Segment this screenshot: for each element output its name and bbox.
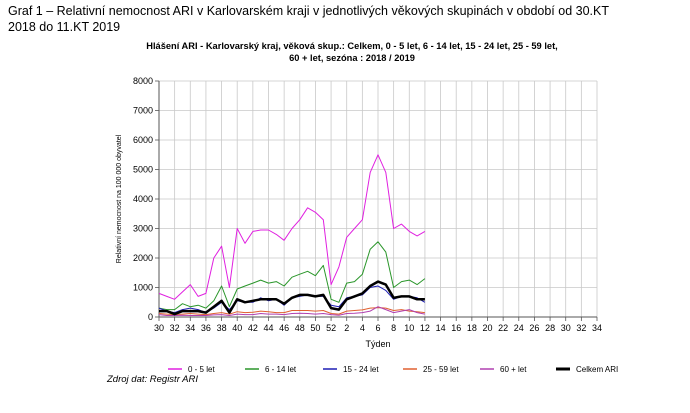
x-tick-label: 18: [467, 323, 477, 333]
chart-title-line-2: 60 + let, sezóna : 2018 / 2019: [289, 53, 415, 63]
x-tick-label: 36: [201, 323, 211, 333]
y-tick-label: 1000: [133, 283, 153, 293]
x-tick-label: 48: [295, 323, 305, 333]
y-tick-label: 6000: [133, 135, 153, 145]
x-tick-label: 22: [498, 323, 508, 333]
y-tick-label: 7000: [133, 106, 153, 116]
caption-line-1: Graf 1 – Relativní nemocnost ARI v Karlo…: [8, 4, 609, 18]
legend-label: 6 - 14 let: [265, 365, 297, 374]
y-tick-label: 8000: [133, 76, 153, 86]
caption-line-2: 2018 do 11.KT 2019: [8, 20, 121, 34]
x-tick-label: 12: [420, 323, 430, 333]
axes: 0 1000 2000 3000 4000 5000 6000 7000 8000 30 32 34 3…: [116, 76, 602, 349]
x-tick-label: 10: [404, 323, 414, 333]
legend-label: 15 - 24 let: [343, 365, 379, 374]
grid-lines: [158, 80, 598, 318]
legend-label: 25 - 59 let: [423, 365, 459, 374]
x-tick-label: 16: [451, 323, 461, 333]
y-axis-label: Relativní nemocnost na 100 000 obyvatel: [116, 134, 123, 263]
x-tick-label: 32: [170, 323, 180, 333]
x-tick-label: 50: [310, 323, 320, 333]
x-tick-label: 30: [561, 323, 571, 333]
series-line-1: [158, 154, 426, 300]
figure-caption: Graf 1 – Relativní nemocnost ARI v Karlo…: [8, 3, 680, 35]
x-tick-label: 6: [375, 323, 380, 333]
x-tick-label: 28: [545, 323, 555, 333]
chart-title: Hlášení ARI - Karlovarský kraj, věková s…: [112, 40, 592, 64]
series-line-5: [158, 306, 425, 316]
legend-label: Celkem ARI: [576, 365, 618, 374]
x-tick-label: 34: [592, 323, 602, 333]
x-tick-label: 38: [217, 323, 227, 333]
series-line-2: [158, 241, 426, 311]
x-tick-label: 14: [436, 323, 446, 333]
x-tick-label: 52: [326, 323, 336, 333]
x-tick-label: 4: [360, 323, 365, 333]
y-tick-label: 4000: [133, 194, 153, 204]
legend: 0 - 5 let 6 - 14 let 15 - 24 let 25 - 59 le…: [168, 365, 618, 374]
source-note: Zdroj dat: Registr ARI: [107, 374, 198, 385]
series-lines: [158, 154, 426, 316]
y-tick-label: 0: [148, 312, 153, 322]
x-tick-label: 32: [576, 323, 586, 333]
x-tick-label: 34: [185, 323, 195, 333]
x-axis-label: Týden: [365, 339, 390, 349]
x-tick-label: 24: [514, 323, 524, 333]
series-line-6: [159, 280, 425, 316]
x-tick-label: 26: [529, 323, 539, 333]
x-tick-label: 2: [344, 323, 349, 333]
legend-label: 0 - 5 let: [188, 365, 215, 374]
x-tick-label: 42: [248, 323, 258, 333]
x-tick-label: 46: [279, 323, 289, 333]
x-tick-label: 40: [232, 323, 242, 333]
y-tick-label: 2000: [133, 253, 153, 263]
y-tick-label: 3000: [133, 224, 153, 234]
y-tick-label: 5000: [133, 165, 153, 175]
x-tick-label: 30: [154, 323, 164, 333]
x-tick-label: 8: [391, 323, 396, 333]
chart-title-line-1: Hlášení ARI - Karlovarský kraj, věková s…: [146, 41, 558, 51]
x-tick-label: 44: [263, 323, 273, 333]
x-tick-label: 20: [482, 323, 492, 333]
legend-label: 60 + let: [500, 365, 527, 374]
